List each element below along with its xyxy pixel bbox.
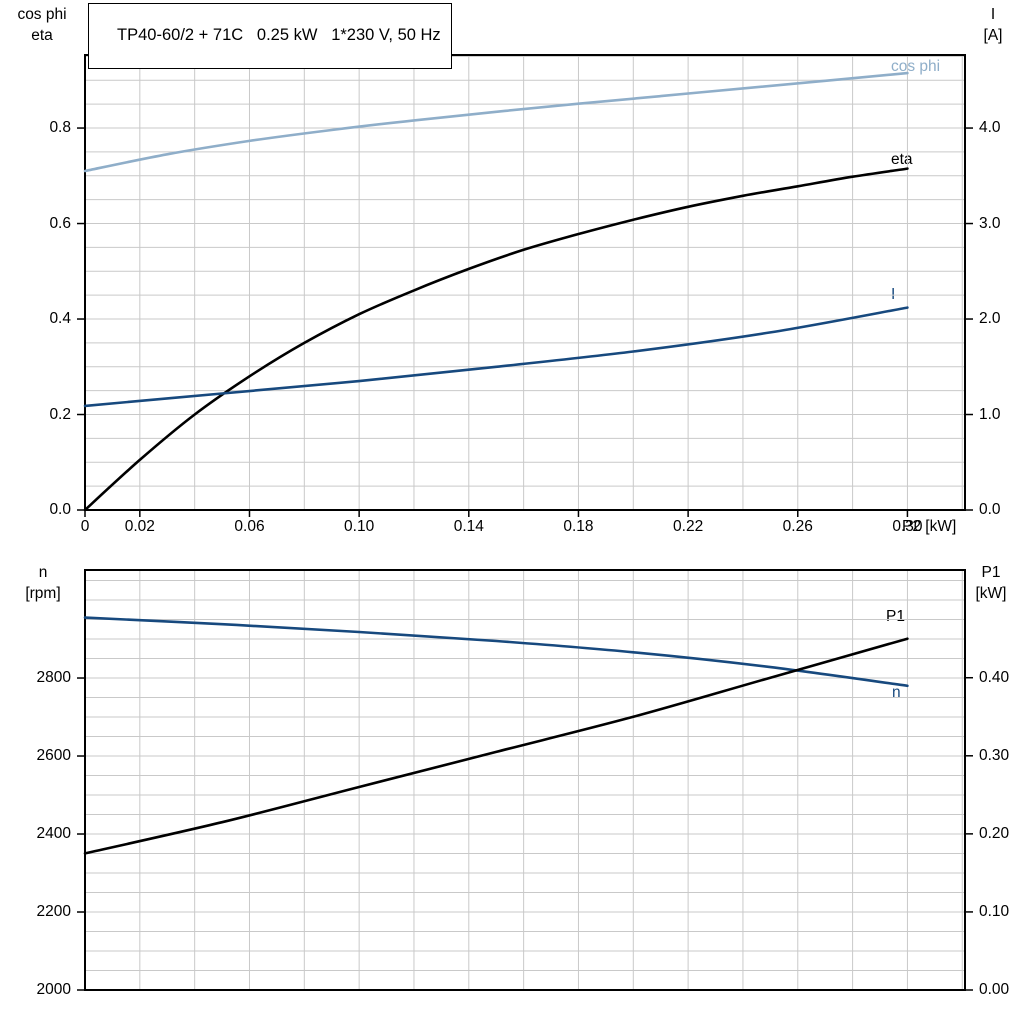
curve-eta bbox=[83, 167, 909, 512]
tick-label: 0.4 bbox=[49, 310, 71, 328]
chart-title-box: TP40-60/2 + 71C 0.25 kW 1*230 V, 50 Hz bbox=[88, 3, 452, 69]
bottom-right-axis-title: P1 [kW] bbox=[962, 562, 1020, 604]
chart-title: TP40-60/2 + 71C 0.25 kW 1*230 V, 50 Hz bbox=[117, 26, 441, 44]
tick-label: 4.0 bbox=[979, 119, 1001, 137]
tick-label: 0.6 bbox=[49, 214, 71, 232]
tick-label: 1.0 bbox=[979, 405, 1001, 423]
p1-axis-title-line2: [kW] bbox=[975, 585, 1007, 602]
right-axis-title-line2: [A] bbox=[983, 27, 1003, 44]
bottom-left-axis-title: n [rpm] bbox=[6, 562, 80, 604]
tick-label: 0.40 bbox=[979, 668, 1010, 686]
tick-label: 0.30 bbox=[979, 746, 1010, 764]
tick-label: 0.14 bbox=[453, 518, 484, 535]
tick-label: 0.18 bbox=[563, 518, 594, 535]
tick-label: 0.20 bbox=[979, 824, 1010, 842]
tick-label: 0.2 bbox=[49, 405, 71, 423]
curve-label-cos-phi: cos phi bbox=[891, 58, 941, 75]
tick-label: 2000 bbox=[36, 981, 71, 998]
tick-label: 0.00 bbox=[979, 981, 1010, 998]
tick-label: 0.22 bbox=[673, 518, 704, 535]
curve-label-n: n bbox=[892, 684, 901, 701]
tick-label: 0.0 bbox=[49, 501, 71, 518]
tick-label: 0.10 bbox=[344, 518, 375, 535]
top-left-axis-title: cos phi eta bbox=[2, 4, 82, 46]
chart-plot-area bbox=[77, 569, 973, 991]
tick-label: 2.0 bbox=[979, 310, 1001, 328]
x-axis-title: P2 [kW] bbox=[902, 518, 957, 535]
left-axis-title-line2: eta bbox=[31, 27, 53, 44]
top-right-axis-title: I [A] bbox=[966, 4, 1020, 46]
tick-label: 0.8 bbox=[49, 119, 71, 137]
curve-cos-phi bbox=[83, 71, 909, 173]
curve-label-i: I bbox=[891, 286, 896, 303]
right-axis-title-line1: I bbox=[990, 6, 996, 23]
tick-label: 0.30 bbox=[892, 518, 923, 535]
n-axis-title-line1: n bbox=[38, 564, 48, 581]
curve-p1 bbox=[83, 637, 909, 855]
tick-label: 0.06 bbox=[234, 518, 265, 535]
curve-label-p1: P1 bbox=[886, 608, 905, 625]
tick-label: 0 bbox=[80, 518, 90, 535]
tick-label: 0.10 bbox=[979, 902, 1010, 920]
tick-label: 0.02 bbox=[124, 518, 155, 535]
tick-label: 0.0 bbox=[979, 501, 1001, 518]
tick-label: 3.0 bbox=[979, 214, 1001, 232]
p1-axis-title-line1: P1 bbox=[981, 564, 1001, 581]
tick-label: 2400 bbox=[36, 825, 71, 842]
tick-label: 2800 bbox=[36, 669, 71, 687]
curve-i bbox=[83, 306, 909, 408]
n-axis-title-line2: [rpm] bbox=[25, 585, 61, 602]
chart-plot-area bbox=[77, 54, 973, 517]
tick-label: 0.26 bbox=[782, 518, 813, 535]
tick-label: 2600 bbox=[36, 747, 71, 765]
tick-label: 2200 bbox=[36, 903, 71, 920]
curve-n bbox=[83, 616, 909, 688]
left-axis-title-line1: cos phi bbox=[17, 6, 67, 23]
